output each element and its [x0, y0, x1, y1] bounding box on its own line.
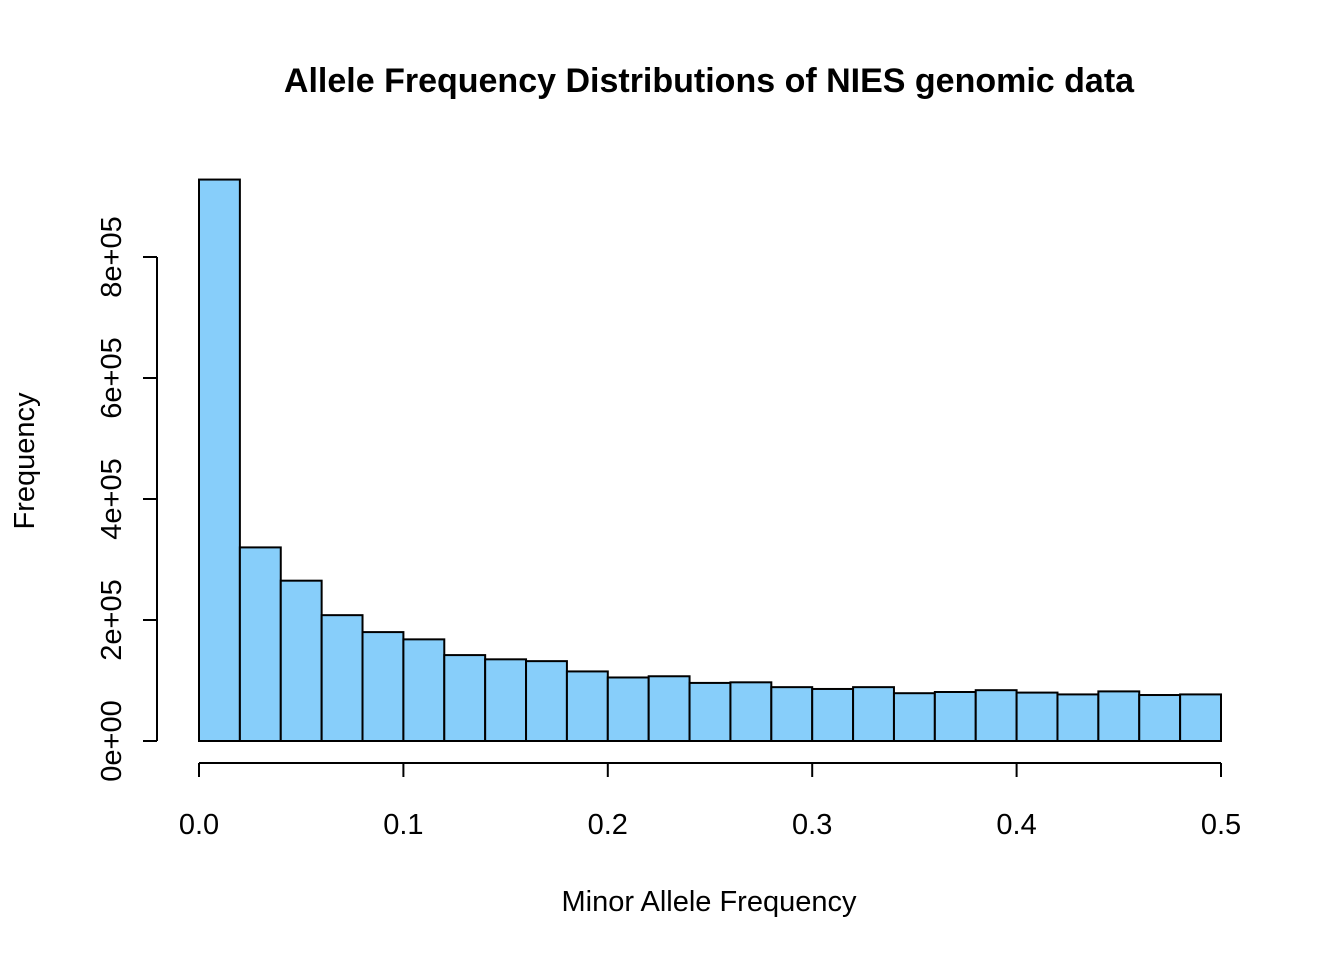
- histogram-bar: [770, 686, 814, 743]
- histogram-bar: [525, 660, 568, 743]
- y-tick-label: 4e+05: [96, 458, 128, 539]
- histogram-bar: [647, 675, 691, 743]
- histogram-bar: [484, 658, 528, 743]
- x-tick-label: 0.4: [996, 809, 1036, 841]
- histogram-bar: [729, 681, 773, 743]
- y-axis-label: Frequency: [9, 392, 41, 530]
- y-tick-label: 6e+05: [96, 337, 128, 418]
- y-axis: 0e+00 2e+05 4e+05 6e+05 8e+05: [96, 216, 158, 782]
- histogram-bar: [279, 579, 323, 742]
- histogram-bar: [1015, 691, 1059, 742]
- histogram-bar: [933, 690, 977, 742]
- histogram-bar: [565, 670, 609, 742]
- histogram-bar: [606, 676, 650, 742]
- histogram-bar: [1179, 693, 1222, 742]
- histogram-bar: [402, 638, 446, 742]
- y-tick-label: 8e+05: [96, 216, 128, 297]
- x-tick-label: 0.2: [588, 809, 628, 841]
- x-tick-label: 0.3: [792, 809, 832, 841]
- y-tick-label: 0e+00: [96, 700, 128, 781]
- x-tick-label: 0.5: [1201, 809, 1241, 841]
- histogram-bar: [892, 692, 936, 743]
- histogram-bar: [852, 686, 895, 743]
- histogram-bar: [1056, 693, 1100, 742]
- histogram-bar: [443, 654, 487, 743]
- x-axis: 0.0 0.1 0.2 0.3 0.4 0.5: [179, 762, 1241, 841]
- x-tick-label: 0.1: [383, 809, 423, 841]
- histogram-bar: [238, 546, 282, 743]
- histogram-bar: [1138, 694, 1182, 743]
- histogram-bar: [361, 631, 405, 742]
- histogram-bar: [320, 614, 364, 742]
- histogram-bar: [688, 681, 732, 742]
- chart-title: Allele Frequency Distributions of NIES g…: [284, 62, 1135, 100]
- histogram-bar: [198, 178, 241, 742]
- histogram-bar: [974, 689, 1018, 742]
- histogram-bar: [811, 687, 855, 742]
- histogram-bar: [1097, 690, 1141, 743]
- bars-group: [198, 178, 1222, 743]
- x-axis-label: Minor Allele Frequency: [562, 886, 857, 918]
- y-tick-label: 2e+05: [96, 579, 128, 660]
- x-tick-label: 0.0: [179, 809, 219, 841]
